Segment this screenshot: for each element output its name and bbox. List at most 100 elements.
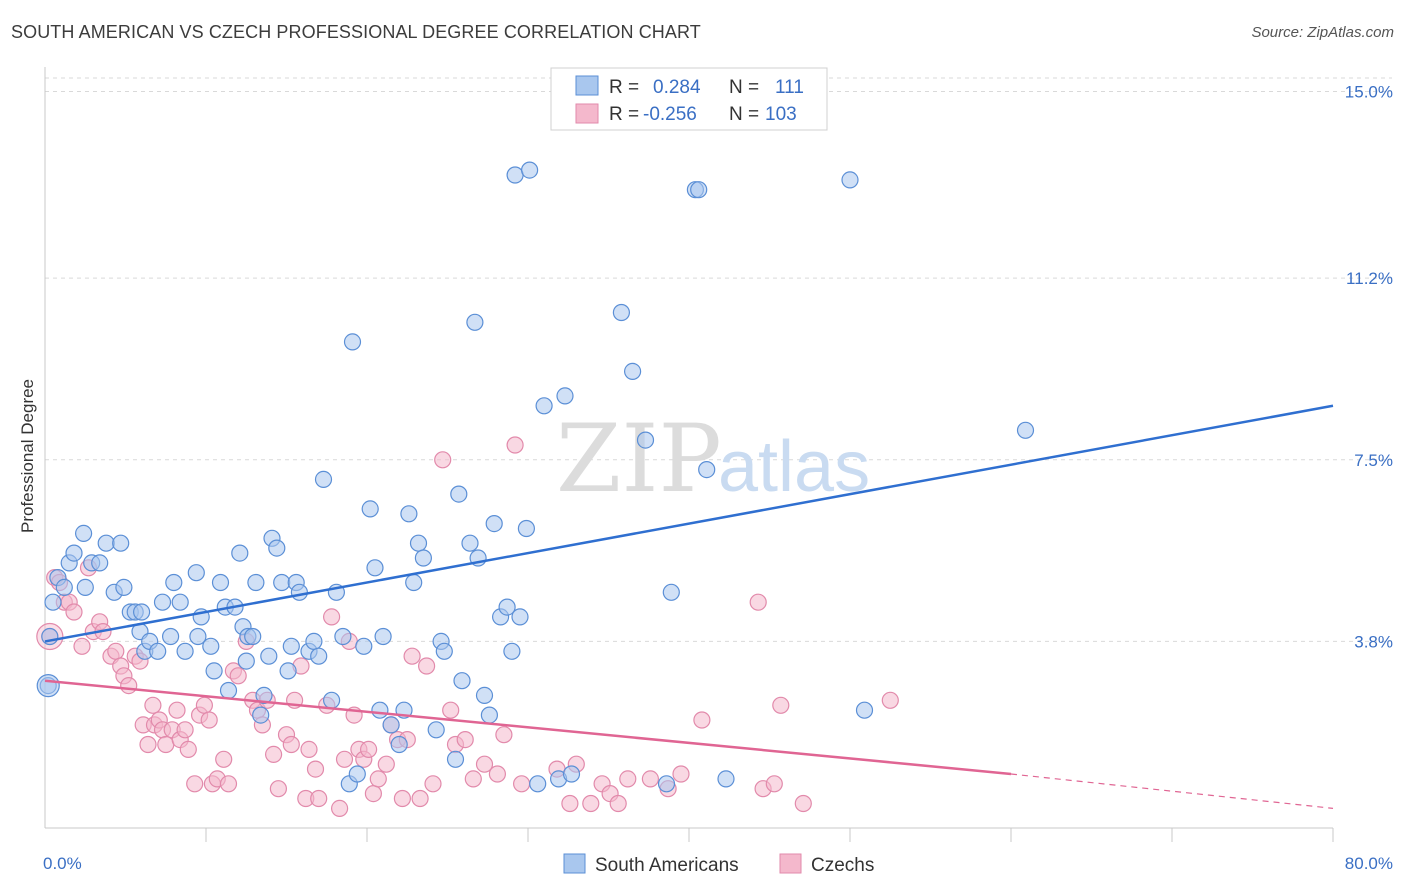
czechs-point (360, 740, 378, 759)
south-americans-point (244, 627, 262, 646)
south-americans-point (187, 564, 205, 582)
czechs-point (107, 642, 125, 660)
south-americans-point (162, 627, 180, 646)
czechs-point (364, 784, 382, 803)
south-americans-point (55, 578, 73, 597)
czechs-trendline-extension (1010, 773, 1334, 809)
legend-r-value-blue: 0.284 (653, 77, 701, 98)
south-americans-point (435, 642, 453, 660)
y-tick-label: 3.8% (1354, 632, 1393, 651)
chart-title: SOUTH AMERICAN VS CZECH PROFESSIONAL DEG… (11, 22, 701, 42)
czechs-point (144, 696, 162, 714)
czechs-point (265, 745, 283, 764)
czechs-point (157, 735, 175, 754)
czechs-point (310, 789, 328, 808)
czechs-point (65, 603, 83, 621)
legend-n-value-blue: 111 (775, 77, 804, 98)
south-americans-point (612, 303, 631, 322)
czechs-point (512, 775, 531, 793)
czechs-point (475, 755, 494, 773)
south-americans-point (1016, 421, 1035, 439)
y-tick-label: 15.0% (1345, 83, 1393, 102)
south-americans-point (149, 642, 167, 660)
south-americans-point (562, 765, 581, 783)
south-americans-point (91, 554, 109, 572)
czechs-point (335, 750, 354, 768)
czechs-point (377, 755, 395, 773)
czechs-point (672, 765, 690, 783)
czechs-point (495, 726, 513, 744)
south-americans-point (112, 534, 130, 552)
south-americans-point (205, 662, 223, 680)
czechs-point (488, 765, 506, 783)
series-legend-label-south-americans: South Americans (595, 855, 739, 876)
south-americans-point (371, 701, 389, 719)
czechs-point (434, 451, 452, 469)
y-tick-label: 7.5% (1354, 451, 1393, 470)
czechs-point (693, 711, 711, 729)
south-americans-point (260, 647, 278, 665)
legend-swatch-pink (575, 103, 599, 124)
czechs-point (369, 770, 387, 788)
czechs-point (424, 775, 442, 793)
south-americans-point (305, 632, 323, 651)
czechs-point (456, 730, 474, 749)
legend-n-value-pink: 103 (765, 104, 797, 125)
south-americans-point (446, 750, 465, 768)
south-americans-point (480, 706, 498, 724)
trendlines (44, 404, 1334, 809)
czechs-point (582, 794, 600, 813)
south-americans-point (65, 544, 83, 562)
south-americans-point (348, 765, 366, 783)
south-americans-point (414, 549, 432, 567)
south-americans-point (461, 534, 479, 552)
south-americans-point (405, 573, 423, 592)
x-tick-labels: 0.0% 80.0% (43, 854, 1393, 873)
south-americans-point (529, 775, 547, 793)
south-americans-point (189, 627, 207, 646)
south-americans-point (556, 387, 574, 405)
czechs-point (219, 775, 238, 793)
czechs-point (794, 794, 812, 813)
south-americans-point (252, 706, 270, 724)
czechs-point (179, 740, 197, 759)
czechs-point (393, 789, 411, 808)
south-americans-point (636, 431, 655, 449)
south-americans-point (231, 544, 249, 562)
series-legend-swatch-pink (779, 853, 802, 874)
czechs-point (120, 676, 138, 695)
south-americans-point (97, 534, 115, 552)
south-americans-point (290, 583, 308, 601)
legend-r-label-blue: R = (609, 77, 639, 98)
x-ticks (205, 828, 1334, 842)
south-americans-point (202, 637, 220, 655)
south-americans-point (41, 627, 59, 646)
south-americans-point (36, 674, 60, 698)
south-americans-point (498, 598, 516, 616)
series-legend-swatch-blue (563, 853, 586, 874)
czechs-point (641, 770, 660, 788)
south-americans-point (517, 519, 536, 538)
south-americans-point (165, 573, 183, 592)
south-americans-point (361, 500, 379, 518)
south-americans-point (698, 461, 716, 479)
legend-swatch-blue (575, 75, 599, 96)
south-americans-point (237, 652, 255, 670)
south-americans-point (841, 171, 859, 189)
czechs-point (418, 657, 436, 675)
south-americans-point (282, 637, 300, 655)
south-americans-point (400, 505, 418, 523)
legend-n-label-blue: N = (729, 77, 759, 98)
south-americans-point (382, 716, 400, 734)
czechs-point (609, 794, 627, 813)
south-americans-point (427, 721, 445, 739)
y-tick-label: 11.2% (1346, 269, 1393, 288)
x-tick-label-min: 0.0% (43, 854, 82, 873)
south-americans-point (76, 578, 94, 597)
south-americans-point (453, 672, 471, 690)
czechs-point (323, 608, 341, 626)
czechs-point (300, 740, 318, 759)
south-americans-point (211, 573, 230, 592)
south-americans-point (310, 647, 328, 665)
